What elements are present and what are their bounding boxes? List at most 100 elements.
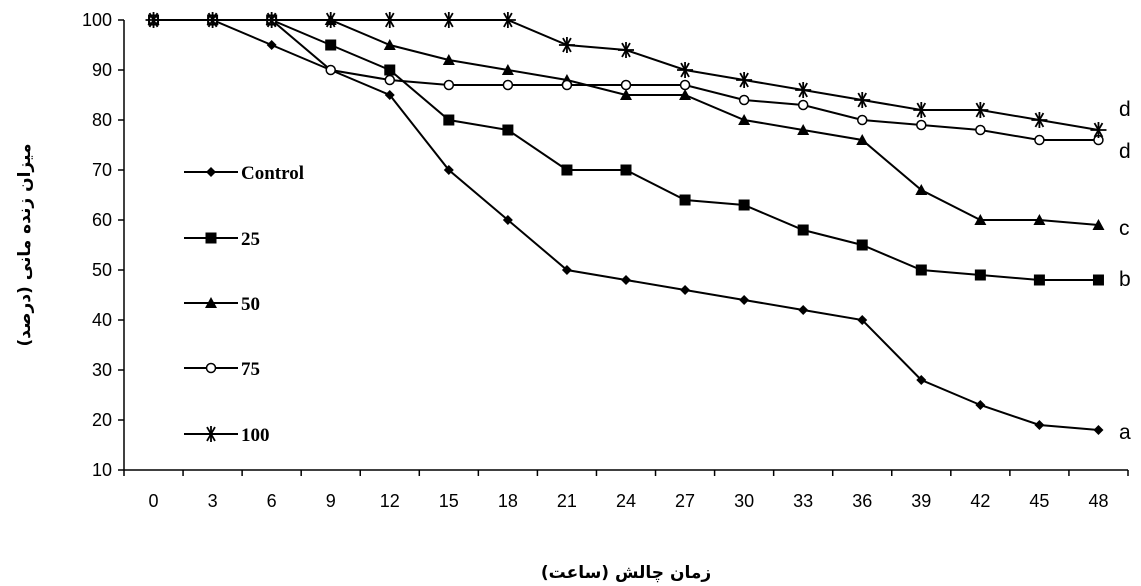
data-point-100 xyxy=(263,12,280,28)
x-tick-label: 45 xyxy=(1029,491,1049,511)
series-100: d xyxy=(145,12,1131,138)
data-point-75 xyxy=(502,79,514,91)
data-point-50 xyxy=(442,54,455,65)
data-point-100 xyxy=(145,12,162,28)
x-axis-title: زمان چالش (ساعت) xyxy=(541,563,711,583)
series-line-100 xyxy=(153,19,1099,131)
data-point-100 xyxy=(677,62,694,78)
x-tick-label: 30 xyxy=(734,491,754,511)
x-tick-label: 21 xyxy=(557,491,577,511)
data-point-25 xyxy=(325,39,337,51)
data-point-25 xyxy=(1033,274,1045,286)
data-point-control xyxy=(739,295,750,305)
data-point-50 xyxy=(915,184,928,195)
y-tick-label: 60 xyxy=(92,210,112,230)
x-tick-label: 3 xyxy=(208,491,218,511)
data-point-25 xyxy=(915,264,927,276)
y-tick-label: 50 xyxy=(92,260,112,280)
data-point-50 xyxy=(974,214,987,225)
series-line-25 xyxy=(153,19,1099,281)
data-point-25 xyxy=(443,114,455,126)
data-point-25 xyxy=(620,164,632,176)
x-tick-label: 0 xyxy=(149,491,159,511)
data-point-50 xyxy=(501,64,514,75)
y-tick-label: 90 xyxy=(92,60,112,80)
data-point-75 xyxy=(679,79,691,91)
data-point-100 xyxy=(204,12,221,28)
data-point-50 xyxy=(1092,219,1105,230)
legend-item-100: 100 xyxy=(184,425,270,446)
series-layer: a b c dd xyxy=(145,12,1131,444)
x-tick-label: 12 xyxy=(380,491,400,511)
data-point-25 xyxy=(1092,274,1104,286)
y-tick-label: 10 xyxy=(92,460,112,480)
data-point-75 xyxy=(443,79,455,91)
data-point-75 xyxy=(620,79,632,91)
series-75: d xyxy=(148,14,1131,163)
legend-item-50: 50 xyxy=(184,294,260,315)
legend-label-25: 25 xyxy=(241,229,260,250)
x-tick-label: 33 xyxy=(793,491,813,511)
data-point-control xyxy=(384,90,395,100)
data-point-control xyxy=(857,315,868,325)
x-tick-label: 27 xyxy=(675,491,695,511)
y-axis-title: میزان زنده مانی (درصد) xyxy=(15,144,35,347)
data-point-100 xyxy=(440,12,457,28)
data-point-control xyxy=(798,305,809,315)
x-tick-label: 9 xyxy=(326,491,336,511)
data-point-100 xyxy=(1031,112,1048,128)
data-point-100 xyxy=(558,37,575,53)
legend-marker-50 xyxy=(205,297,217,308)
data-point-100 xyxy=(972,102,989,118)
x-tick-label: 42 xyxy=(970,491,990,511)
data-point-100 xyxy=(381,12,398,28)
end-label-50: c xyxy=(1119,217,1130,240)
legend-label-50: 50 xyxy=(241,294,260,315)
data-point-control xyxy=(1034,420,1045,430)
legend-marker-control xyxy=(206,167,216,177)
data-point-25 xyxy=(738,199,750,211)
y-tick-label: 40 xyxy=(92,310,112,330)
data-point-75 xyxy=(1034,134,1045,146)
data-point-control xyxy=(1093,425,1104,435)
data-point-100 xyxy=(736,72,753,88)
data-point-control xyxy=(561,265,572,275)
x-tick-label: 48 xyxy=(1088,491,1108,511)
legend-item-75: 75 xyxy=(184,359,260,380)
end-label-75: d xyxy=(1119,140,1131,163)
data-point-control xyxy=(502,215,513,225)
data-point-25 xyxy=(797,224,809,236)
y-tick-label: 70 xyxy=(92,160,112,180)
y-tick-label: 100 xyxy=(82,10,112,30)
data-point-75 xyxy=(916,119,927,131)
x-tick-label: 36 xyxy=(852,491,872,511)
data-point-50 xyxy=(738,114,751,125)
data-point-100 xyxy=(499,12,516,28)
data-point-50 xyxy=(1033,214,1046,225)
data-point-25 xyxy=(856,239,868,251)
end-label-25: b xyxy=(1119,268,1131,291)
legend: Control 25 50 75 100 xyxy=(184,163,304,446)
legend-label-75: 75 xyxy=(241,359,260,380)
legend-marker-100 xyxy=(203,426,219,442)
data-point-control xyxy=(266,40,277,50)
data-point-control xyxy=(443,165,454,175)
data-point-75 xyxy=(856,114,868,126)
series-control: a xyxy=(148,15,1131,444)
end-label-100: d xyxy=(1119,98,1131,121)
data-point-100 xyxy=(1090,122,1107,138)
legend-item-control: Control xyxy=(184,163,304,184)
x-tick-label: 18 xyxy=(498,491,518,511)
data-point-25 xyxy=(502,124,514,136)
data-point-100 xyxy=(913,102,930,118)
data-point-25 xyxy=(679,194,691,206)
legend-label-100: 100 xyxy=(241,425,270,446)
data-point-75 xyxy=(384,74,396,86)
data-point-25 xyxy=(561,164,573,176)
data-point-75 xyxy=(561,79,573,91)
data-point-control xyxy=(916,375,927,385)
end-label-control: a xyxy=(1119,421,1131,444)
data-point-25 xyxy=(974,269,986,281)
y-tick-label: 20 xyxy=(92,410,112,430)
